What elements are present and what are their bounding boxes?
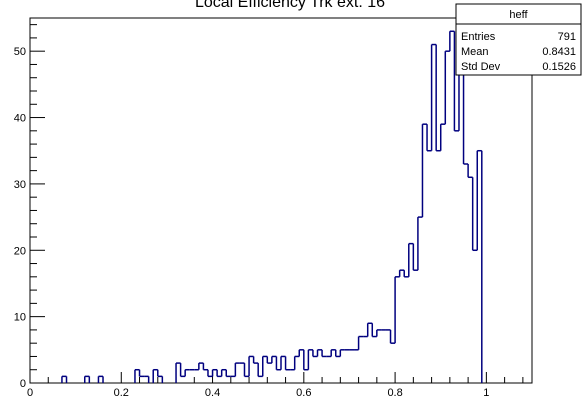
stats-box-title: heff <box>509 9 528 21</box>
x-tick-label: 0.8 <box>387 387 402 399</box>
y-tick-label: 30 <box>14 179 26 191</box>
x-tick-label: 1 <box>483 387 489 399</box>
x-tick-label: 0.6 <box>296 387 311 399</box>
y-tick-label: 50 <box>14 46 26 58</box>
stats-row-value: 0.1526 <box>542 61 576 73</box>
stats-row-value: 791 <box>558 31 576 43</box>
y-tick-label: 0 <box>20 378 26 390</box>
y-tick-label: 10 <box>14 312 26 324</box>
y-tick-label: 20 <box>14 245 26 257</box>
chart-title: Local Efficiency Trk ext. 16 <box>195 0 385 11</box>
stats-row-value: 0.8431 <box>542 46 576 58</box>
stats-box <box>455 3 582 76</box>
stats-row-label: Mean <box>461 46 489 58</box>
x-tick-label: 0.4 <box>205 387 220 399</box>
y-tick-label: 40 <box>14 113 26 125</box>
plot-frame <box>29 17 533 384</box>
x-tick-label: 0.2 <box>114 387 129 399</box>
x-tick-label: 0 <box>27 387 33 399</box>
stats-row-label: Entries <box>461 31 496 43</box>
stats-row-label: Std Dev <box>461 61 501 73</box>
